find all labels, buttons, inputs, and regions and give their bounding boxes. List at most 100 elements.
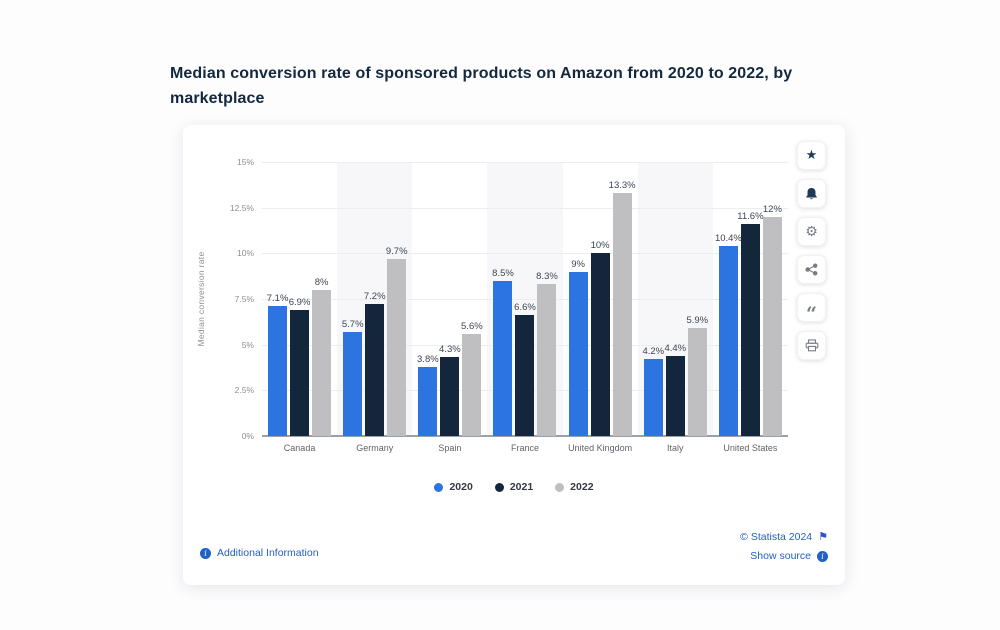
page-title: Median conversion rate of sponsored prod… bbox=[170, 64, 793, 107]
bar-2022-france[interactable]: 8.3% bbox=[536, 271, 558, 436]
legend-dot bbox=[434, 482, 444, 492]
x-axis-label: United States bbox=[723, 443, 778, 453]
y-axis-tick: 15% bbox=[236, 157, 254, 167]
bar-value-label: 11.6% bbox=[737, 211, 764, 223]
bar-2021-germany[interactable]: 7.2% bbox=[364, 291, 386, 436]
legend-label: 2021 bbox=[509, 481, 534, 493]
star-icon: ★ bbox=[805, 148, 818, 163]
x-axis-label: Spain bbox=[438, 443, 462, 453]
settings-button[interactable]: ⚙ bbox=[797, 217, 826, 246]
bar-2022-canada[interactable]: 8% bbox=[312, 277, 332, 436]
bar-group: 10.4% 11.6% 12% bbox=[713, 162, 788, 436]
bar-group: 3.8% 4.3% 5.6% bbox=[412, 162, 487, 436]
x-axis-label: France bbox=[510, 443, 539, 453]
x-axis-labels: Canada Germany Spain France United Kingdom It… bbox=[262, 441, 788, 454]
x-axis-label: Italy bbox=[667, 443, 684, 453]
bar-value-label: 8.3% bbox=[536, 271, 558, 283]
legend-item-2020[interactable]: 2020 bbox=[434, 481, 473, 493]
copyright: © Statista 2024 ⚑ bbox=[740, 530, 828, 543]
gridline bbox=[262, 299, 788, 300]
bar-2021-united-kingdom[interactable]: 10% bbox=[591, 240, 610, 436]
gear-icon: ⚙ bbox=[805, 223, 818, 240]
bar-value-label: 10% bbox=[590, 240, 610, 252]
bar-group: 7.1% 6.9% 8% bbox=[262, 162, 337, 436]
bar-2021-france[interactable]: 6.6% bbox=[514, 302, 536, 436]
favorite-button[interactable]: ★ bbox=[797, 141, 826, 170]
chart-card: Median conversion rate 0% 2.5% 5% 7.5% 10% 12… bbox=[183, 125, 845, 585]
bar-value-label: 4.3% bbox=[439, 344, 461, 356]
bar-2020-germany[interactable]: 5.7% bbox=[342, 319, 364, 436]
bar-value-label: 6.9% bbox=[288, 296, 311, 308]
gridline bbox=[262, 207, 788, 209]
y-axis-tick: 7.5% bbox=[234, 294, 254, 304]
bar-value-label: 9% bbox=[571, 258, 585, 270]
y-axis-tick: 0% bbox=[241, 431, 254, 441]
legend-dot bbox=[555, 482, 565, 492]
bar-value-label: 8% bbox=[314, 276, 329, 288]
bar-group: 8.5% 6.6% 8.3% bbox=[487, 162, 562, 436]
copyright-label: © Statista 2024 bbox=[740, 530, 813, 543]
bar-2022-united-states[interactable]: 12% bbox=[763, 204, 782, 436]
legend-dot bbox=[494, 482, 504, 492]
show-source-link[interactable]: Show source i bbox=[750, 550, 828, 562]
bar-value-label: 5.9% bbox=[686, 315, 709, 327]
additional-information-link[interactable]: i Additional Information bbox=[200, 547, 319, 559]
bar-value-label: 7.1% bbox=[266, 293, 289, 305]
bar-2022-italy[interactable]: 5.9% bbox=[686, 315, 708, 436]
share-icon bbox=[805, 263, 818, 276]
bar-2021-italy[interactable]: 4.4% bbox=[664, 343, 686, 436]
bar-value-label: 3.8% bbox=[417, 353, 439, 365]
bar-2020-france[interactable]: 8.5% bbox=[492, 268, 514, 436]
bar-2022-germany[interactable]: 9.7% bbox=[386, 246, 408, 436]
bar-value-label: 7.2% bbox=[363, 291, 386, 303]
bar-value-label: 9.7% bbox=[385, 245, 408, 257]
cite-button[interactable]: “ bbox=[797, 293, 826, 323]
legend: 2020 2021 2022 bbox=[183, 481, 845, 493]
bar-2020-italy[interactable]: 4.2% bbox=[642, 346, 664, 436]
bar-value-label: 5.6% bbox=[461, 320, 483, 332]
legend-item-2022[interactable]: 2022 bbox=[555, 481, 594, 493]
show-source-label: Show source bbox=[750, 550, 811, 562]
y-axis-tick: 12.5% bbox=[229, 202, 254, 213]
plot-area: Median conversion rate 0% 2.5% 5% 7.5% 10% 12… bbox=[196, 157, 788, 441]
bar-value-label: 8.5% bbox=[492, 267, 514, 279]
bar-2021-united-states[interactable]: 11.6% bbox=[737, 211, 764, 436]
bar-value-label: 13.3% bbox=[608, 180, 636, 192]
bar-2020-united-kingdom[interactable]: 9% bbox=[568, 259, 588, 436]
share-button[interactable] bbox=[797, 255, 826, 284]
bar-2020-united-states[interactable]: 10.4% bbox=[715, 233, 742, 436]
bar-group: 4.2% 4.4% 5.9% bbox=[638, 162, 713, 436]
bar-2020-spain[interactable]: 3.8% bbox=[417, 354, 439, 436]
y-axis-tick: 10% bbox=[236, 248, 254, 259]
legend-label: 2020 bbox=[449, 481, 473, 493]
print-icon bbox=[805, 339, 818, 352]
bell-icon bbox=[806, 187, 817, 199]
bar-value-label: 4.2% bbox=[642, 346, 665, 358]
bar-value-label: 6.6% bbox=[514, 302, 536, 314]
bar-value-label: 4.4% bbox=[664, 342, 687, 354]
bar-2021-spain[interactable]: 4.3% bbox=[439, 344, 461, 436]
legend-label: 2022 bbox=[570, 481, 594, 493]
bar-2020-canada[interactable]: 7.1% bbox=[267, 293, 288, 436]
bar-2021-canada[interactable]: 6.9% bbox=[289, 297, 310, 436]
bar-group: 9% 10% 13.3% bbox=[563, 162, 638, 436]
bar-group: 5.7% 7.2% 9.7% bbox=[337, 162, 412, 436]
bars-layer: 7.1% 6.9% 8% 5.7% 7.2% 9.7% 3.8% 4.3% 5.6% 8.5% 6.… bbox=[262, 162, 788, 436]
alert-button[interactable] bbox=[797, 179, 826, 208]
print-button[interactable] bbox=[797, 331, 826, 360]
y-axis-tick: 5% bbox=[241, 339, 254, 350]
bar-value-label: 10.4% bbox=[714, 233, 742, 245]
bar-value-label: 5.7% bbox=[341, 318, 364, 330]
y-axis-title: Median conversion rate bbox=[196, 251, 206, 347]
bar-2022-spain[interactable]: 5.6% bbox=[461, 321, 483, 436]
flag-icon[interactable]: ⚑ bbox=[818, 530, 828, 543]
x-axis-label: United Kingdom bbox=[568, 443, 633, 453]
bar-2022-united-kingdom[interactable]: 13.3% bbox=[609, 180, 636, 436]
x-axis-label: Germany bbox=[356, 443, 394, 453]
additional-information-label: Additional Information bbox=[217, 547, 319, 559]
legend-item-2021[interactable]: 2021 bbox=[494, 481, 534, 493]
y-axis-tick: 2.5% bbox=[234, 385, 254, 396]
bar-value-label: 12% bbox=[762, 203, 782, 215]
gridline bbox=[262, 162, 788, 163]
gridline bbox=[262, 253, 788, 255]
